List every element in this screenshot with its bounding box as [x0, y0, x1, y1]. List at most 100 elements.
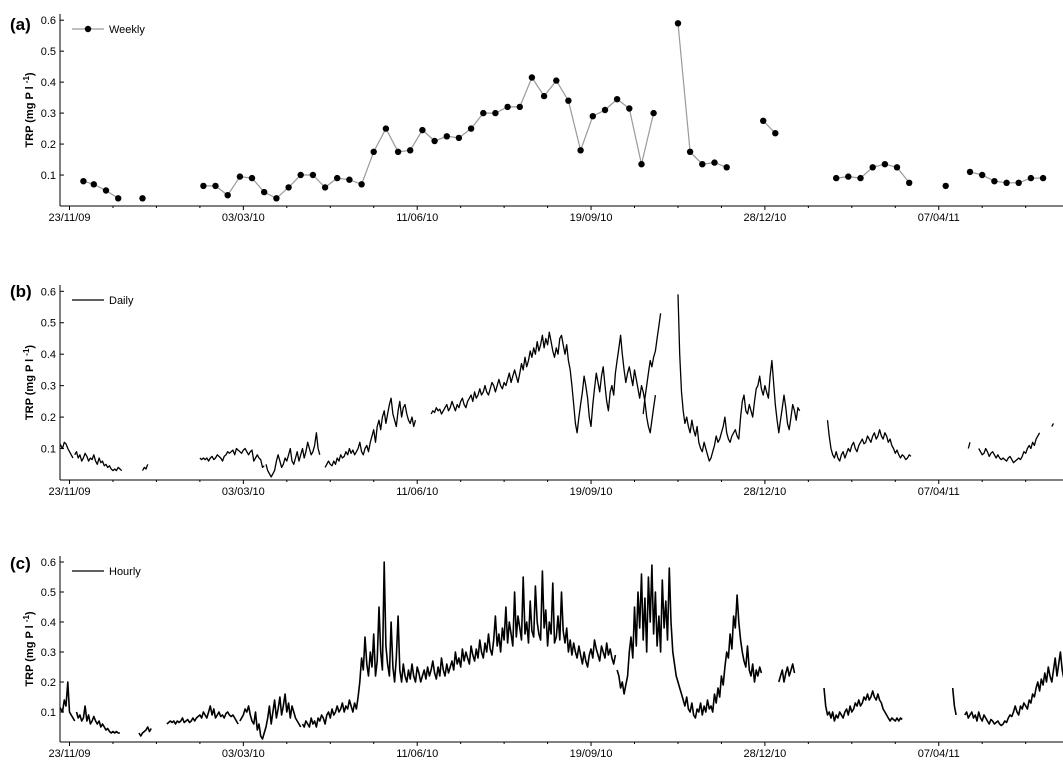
data-point — [382, 125, 390, 132]
series-line — [265, 432, 321, 478]
series-line — [1051, 423, 1055, 427]
data-point — [1015, 179, 1022, 186]
series — [60, 20, 1047, 202]
data-point — [589, 113, 596, 120]
series-line — [967, 442, 971, 449]
data-point — [723, 164, 730, 171]
data-point — [553, 77, 560, 84]
x-tick-label: 23/11/09 — [48, 748, 90, 760]
data-point — [224, 192, 231, 199]
data-point — [565, 97, 572, 104]
panel-a: 0.1 0.2 0.3 0.4 0.5 0.6 23/11/09 03/03/10 11/06/… — [10, 14, 1063, 224]
data-point — [212, 182, 219, 190]
x-tick-label: 23/11/09 — [48, 486, 90, 498]
x-tick-label: 03/03/10 — [222, 748, 265, 760]
series-line — [60, 681, 76, 722]
y-tick-label: 0.5 — [41, 318, 56, 330]
series-line — [978, 432, 1041, 464]
series-line — [141, 464, 149, 471]
data-point — [467, 125, 475, 132]
data-point — [334, 174, 341, 182]
y-tick-label: 0.4 — [41, 77, 56, 89]
data-point — [1039, 174, 1047, 182]
data-point — [394, 148, 402, 155]
series-line — [642, 313, 662, 415]
data-point — [540, 92, 548, 100]
y-tick-label: 0.2 — [41, 412, 56, 424]
data-point — [893, 164, 901, 171]
data-point — [516, 103, 523, 111]
x-tick-label: 11/06/10 — [396, 486, 438, 498]
data-point — [577, 147, 584, 154]
y-axis-label: TRP (mg P l -1) — [22, 72, 36, 148]
series-line — [616, 564, 763, 719]
data-point — [881, 161, 889, 168]
y-tick-label: 0.1 — [41, 707, 56, 719]
data-point — [102, 187, 110, 194]
panel-b: 0.1 0.2 0.3 0.4 0.5 0.6 23/11/09 03/03/10 11/06/… — [10, 282, 1063, 498]
series-line — [430, 331, 657, 434]
x-tick-label: 28/12/10 — [743, 212, 786, 224]
panel-letter: (a) — [10, 15, 31, 34]
data-point — [358, 181, 365, 188]
data-point — [261, 188, 268, 196]
data-point — [200, 182, 207, 190]
legend: Weekly — [72, 24, 145, 36]
y-axis-label: TRP (mg P l -1) — [22, 345, 36, 421]
series-line — [166, 705, 239, 725]
x-tick-label: 19/09/10 — [570, 212, 613, 224]
x-tick-label: 03/03/10 — [222, 212, 265, 224]
panel-c: 0.1 0.2 0.3 0.4 0.5 0.6 23/11/09 03/03/10 11/06/… — [10, 554, 1063, 760]
data-point — [857, 174, 864, 182]
x-tick-label: 11/06/10 — [396, 748, 438, 760]
panel-letter: (c) — [10, 554, 31, 573]
legend: Daily — [72, 295, 134, 307]
data-point — [979, 171, 986, 179]
y-tick-label: 0.6 — [41, 557, 56, 569]
data-point — [504, 103, 511, 111]
y-tick-label: 0.6 — [41, 15, 56, 27]
series-line — [83, 180, 119, 199]
y-tick-label: 0.1 — [41, 444, 56, 456]
data-point — [273, 195, 280, 202]
data-point — [1003, 179, 1010, 186]
x-tick-label: 03/03/10 — [222, 486, 265, 498]
x-tick-label: 19/09/10 — [570, 748, 613, 760]
x-tick-label: 23/11/09 — [48, 212, 90, 224]
data-point — [443, 133, 450, 140]
legend-label: Hourly — [109, 566, 141, 578]
y-tick-label: 0.2 — [41, 139, 56, 151]
data-point — [650, 109, 657, 117]
data-point — [115, 195, 122, 202]
data-point — [601, 106, 609, 114]
data-point — [772, 130, 779, 137]
series-line — [74, 451, 123, 472]
data-point — [419, 126, 426, 134]
series-line — [677, 294, 801, 462]
x-tick-label: 28/12/10 — [743, 486, 786, 498]
series-line — [239, 693, 302, 740]
data-point — [455, 134, 463, 142]
y-tick-label: 0.6 — [41, 286, 56, 298]
data-point — [991, 178, 998, 185]
y-tick-label: 0.1 — [41, 170, 56, 182]
data-point — [370, 148, 377, 155]
series-line — [203, 76, 655, 200]
legend-marker — [84, 25, 92, 33]
data-point — [248, 174, 256, 182]
data-point — [407, 147, 414, 154]
series-line — [301, 561, 617, 728]
data-point — [297, 171, 304, 179]
series-line — [951, 687, 957, 716]
data-point — [1027, 174, 1035, 182]
data-point — [480, 109, 487, 117]
series-line — [778, 663, 796, 683]
x-tick-label: 07/04/11 — [918, 486, 960, 498]
data-point — [845, 173, 852, 180]
y-tick-label: 0.4 — [41, 349, 56, 361]
y-tick-label: 0.3 — [41, 381, 56, 393]
data-point — [613, 96, 621, 103]
series-line — [677, 23, 727, 168]
y-tick-label: 0.3 — [41, 108, 56, 120]
y-tick-label: 0.5 — [41, 46, 56, 58]
